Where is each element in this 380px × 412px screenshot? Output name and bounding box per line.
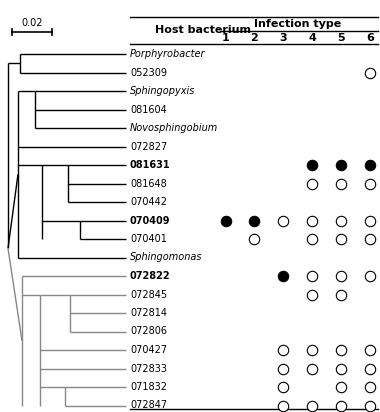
Text: Novosphingobium: Novosphingobium: [130, 123, 218, 133]
Text: 1: 1: [222, 33, 230, 42]
Text: 072822: 072822: [130, 271, 171, 281]
Text: 072833: 072833: [130, 363, 167, 374]
Text: 3: 3: [279, 33, 287, 42]
Text: 071832: 071832: [130, 382, 167, 392]
Text: 081648: 081648: [130, 178, 167, 189]
Text: Host bacterium: Host bacterium: [155, 24, 251, 35]
Text: 072845: 072845: [130, 290, 167, 300]
Text: 072806: 072806: [130, 326, 167, 337]
Text: 081631: 081631: [130, 160, 171, 170]
Text: 070442: 070442: [130, 197, 167, 207]
Text: 4: 4: [308, 33, 316, 42]
Text: 052309: 052309: [130, 68, 167, 77]
Text: 072847: 072847: [130, 400, 167, 410]
Text: 070409: 070409: [130, 215, 171, 225]
Text: Sphingomonas: Sphingomonas: [130, 253, 203, 262]
Text: 0.02: 0.02: [21, 18, 43, 28]
Text: Infection type: Infection type: [254, 19, 342, 29]
Text: 5: 5: [337, 33, 345, 42]
Text: 2: 2: [250, 33, 258, 42]
Text: 070401: 070401: [130, 234, 167, 244]
Text: 072814: 072814: [130, 308, 167, 318]
Text: 072827: 072827: [130, 141, 167, 152]
Text: Sphingopyxis: Sphingopyxis: [130, 86, 195, 96]
Text: 081604: 081604: [130, 105, 167, 115]
Text: Porphyrobacter: Porphyrobacter: [130, 49, 206, 59]
Text: 070427: 070427: [130, 345, 167, 355]
Text: 6: 6: [366, 33, 374, 42]
